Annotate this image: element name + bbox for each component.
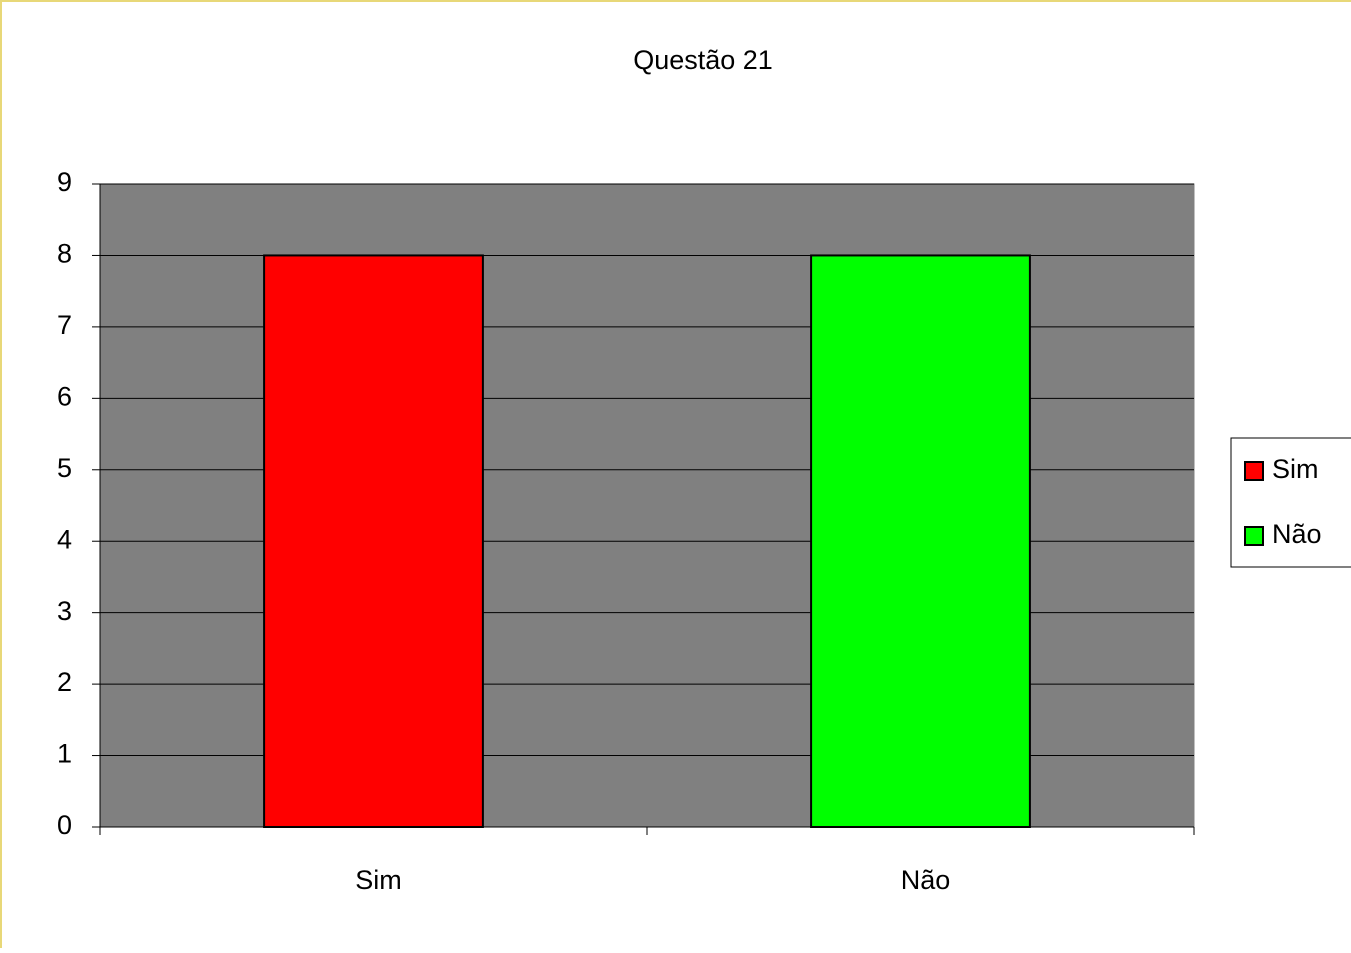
chart-title: Questão 21 [633, 45, 773, 75]
y-tick-label: 5 [57, 453, 72, 483]
y-tick-label: 0 [57, 810, 72, 840]
y-tick-label: 2 [57, 667, 72, 697]
legend-swatch [1244, 461, 1264, 481]
legend-label: Sim [1272, 454, 1319, 484]
y-tick-label: 1 [57, 739, 72, 769]
x-tick-label: Não [901, 865, 951, 895]
y-tick-label: 9 [57, 167, 72, 197]
legend-label: Não [1272, 519, 1322, 549]
y-tick-label: 8 [57, 239, 72, 269]
y-tick-label: 6 [57, 381, 72, 411]
x-tick-label: Sim [355, 865, 402, 895]
y-tick-label: 4 [57, 524, 72, 554]
y-tick-label: 7 [57, 310, 72, 340]
bar [810, 254, 1031, 828]
legend-swatch [1244, 526, 1264, 546]
bar [263, 254, 484, 828]
y-tick-label: 3 [57, 596, 72, 626]
